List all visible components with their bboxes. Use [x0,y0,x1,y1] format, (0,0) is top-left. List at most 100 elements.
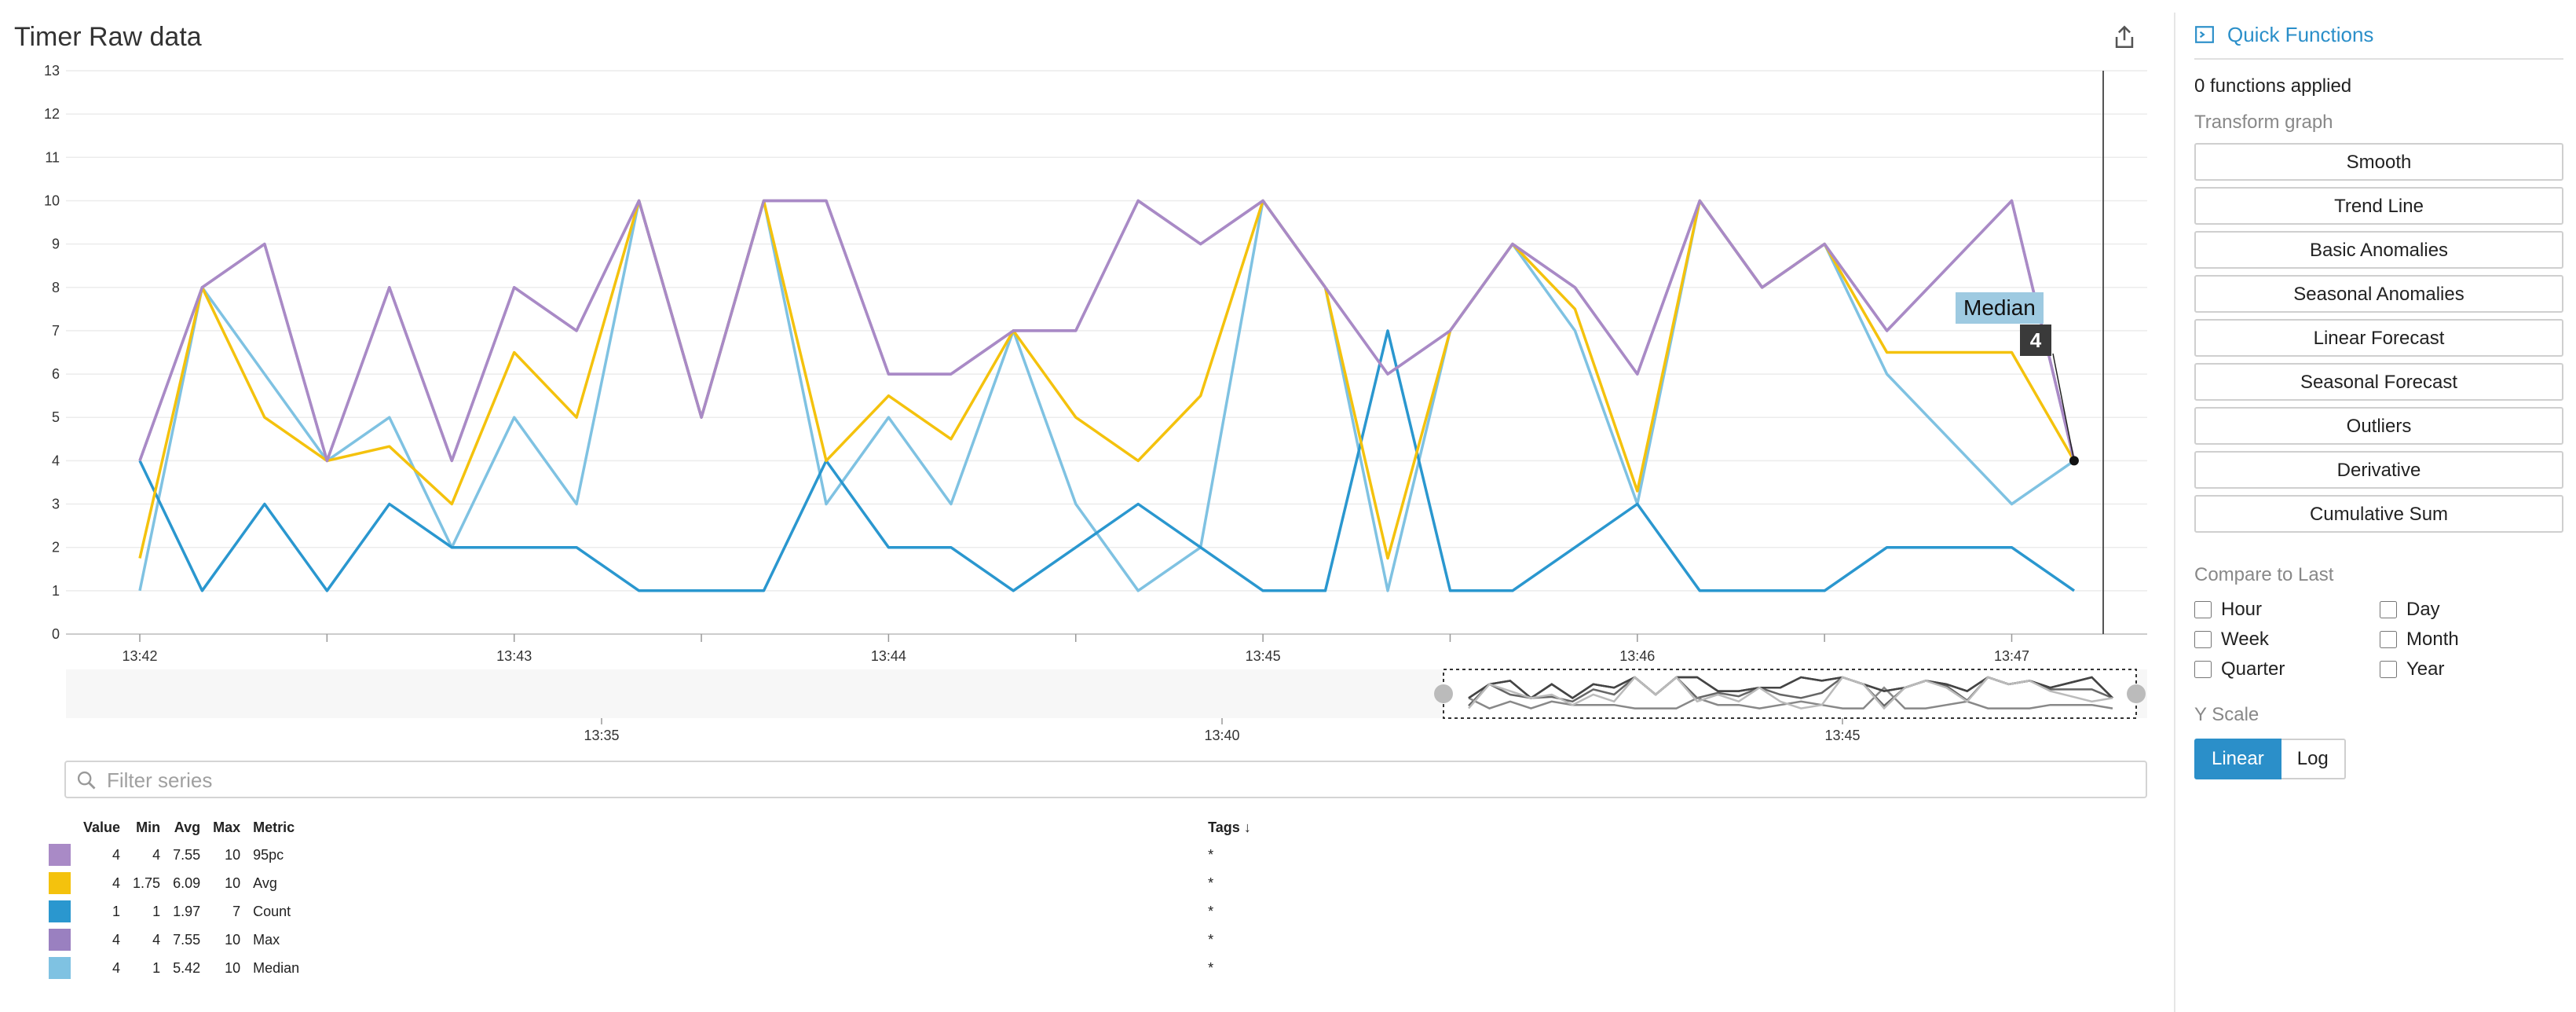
legend-tags: * [1208,959,1214,976]
navigator-tick-label: 13:45 [1824,728,1860,743]
compare-hour-checkbox[interactable] [2194,601,2212,618]
y-tick-label: 8 [52,280,60,295]
y-tick-label: 5 [52,409,60,425]
legend-value: 4 [112,874,121,891]
search-icon [77,771,96,790]
y-tick-label: 2 [52,540,60,556]
compare-week-checkbox[interactable] [2194,631,2212,648]
legend-header-min[interactable]: Min [136,819,161,835]
linear-forecast-button[interactable]: Linear Forecast [2194,319,2563,357]
legend-value: 4 [112,959,121,976]
legend-max: 7 [232,903,241,919]
navigator-tick-label: 13:40 [1204,728,1239,743]
legend-swatch-box[interactable] [49,872,71,894]
y-tick-label: 4 [52,453,60,468]
legend-header-swatch [44,814,77,841]
legend-tags: * [1208,846,1214,863]
legend-tags: * [1208,903,1214,919]
cumulative-sum-button[interactable]: Cumulative Sum [2194,495,2563,533]
page-title: Timer Raw data [14,22,202,52]
seasonal-anomalies-button[interactable]: Seasonal Anomalies [2194,275,2563,313]
y-tick-label: 10 [44,192,60,208]
outliers-button[interactable]: Outliers [2194,407,2563,445]
compare-month[interactable]: Month [2380,629,2565,651]
legend-value: 4 [112,931,121,948]
legend-swatch-box[interactable] [49,900,71,922]
derivative-button[interactable]: Derivative [2194,451,2563,489]
legend-header-metric[interactable]: Metric [253,819,295,835]
sidebar-divider [2174,13,2175,1012]
navigator-handle-right[interactable] [2127,684,2146,703]
y-scale-log-button[interactable]: Log [2281,739,2346,779]
legend-header-value[interactable]: Value [83,819,121,835]
legend-header-avg[interactable]: Avg [174,819,201,835]
legend-min: 4 [152,846,161,863]
x-tick-label: 13:47 [1994,648,2029,664]
compare-day[interactable]: Day [2380,599,2565,621]
legend-avg: 5.42 [173,959,201,976]
x-tick-label: 13:44 [871,648,906,664]
legend-min: 1 [152,903,161,919]
legend-avg: 7.55 [173,846,201,863]
legend-swatch-box[interactable] [49,844,71,866]
tooltip-value: 4 [2020,324,2051,356]
y-scale-label: Y Scale [2194,704,2259,725]
legend-swatch [44,869,77,897]
smooth-button[interactable]: Smooth [2194,143,2563,181]
compare-year-checkbox[interactable] [2380,661,2397,678]
legend-table: Value Min Avg Max Metric Tags ↓ 4 4 7.55 10… [44,814,1257,982]
legend-tags: * [1208,931,1214,948]
legend-metric: Median [253,959,300,976]
navigator-selection[interactable] [1443,669,2137,719]
basic-anomalies-button[interactable]: Basic Anomalies [2194,231,2563,269]
compare-to-last-label: Compare to Last [2194,564,2334,585]
filter-series-input[interactable] [105,767,2135,794]
y-scale-linear-button[interactable]: Linear [2194,739,2281,779]
legend-min: 4 [152,931,161,948]
share-icon[interactable] [2111,24,2138,50]
compare-year[interactable]: Year [2380,658,2565,680]
x-tick-label: 13:42 [122,648,157,664]
navigator-handle-left[interactable] [1434,684,1453,703]
x-tick-label: 13:45 [1246,648,1281,664]
compare-week-label: Week [2221,629,2269,650]
legend-avg: 6.09 [173,874,201,891]
hover-point [2069,456,2079,466]
series-line-count[interactable] [138,329,2075,592]
compare-quarter[interactable]: Quarter [2194,658,2380,680]
legend-swatch-box[interactable] [49,957,71,979]
compare-quarter-label: Quarter [2221,658,2285,680]
compare-week[interactable]: Week [2194,629,2380,651]
legend-header-tags[interactable]: Tags ↓ [1208,819,1251,835]
tooltip-leader-line [2052,353,2075,461]
terminal-icon [2195,26,2214,43]
filter-series-box [64,761,2147,798]
compare-hour[interactable]: Hour [2194,599,2380,621]
legend-metric: Count [253,903,291,919]
series-line-95pc[interactable] [138,199,2076,463]
seasonal-forecast-button[interactable]: Seasonal Forecast [2194,363,2563,401]
legend-row[interactable]: 4 1.75 6.09 10 Avg * [44,869,1257,897]
compare-day-label: Day [2406,599,2440,620]
legend-row[interactable]: 4 4 7.55 10 Max * [44,926,1257,954]
trend-line-button[interactable]: Trend Line [2194,187,2563,225]
compare-quarter-checkbox[interactable] [2194,661,2212,678]
legend-header-max[interactable]: Max [213,819,241,835]
legend-swatch-box[interactable] [49,929,71,951]
legend-row[interactable]: 4 1 5.42 10 Median * [44,954,1257,982]
x-tick-label: 13:46 [1619,648,1655,664]
compare-month-checkbox[interactable] [2380,631,2397,648]
legend-row[interactable]: 1 1 1.97 7 Count * [44,897,1257,926]
legend-swatch [44,897,77,926]
quick-functions-header[interactable]: Quick Functions [2194,19,2563,60]
legend-swatch [44,926,77,954]
navigator-series-line [1468,686,2113,710]
compare-day-checkbox[interactable] [2380,601,2397,618]
y-tick-label: 6 [52,366,60,382]
legend-min: 1 [152,959,161,976]
legend-value: 4 [112,846,121,863]
compare-month-label: Month [2406,629,2459,650]
legend-max: 10 [225,931,241,948]
legend-row[interactable]: 4 4 7.55 10 95pc * [44,841,1257,869]
